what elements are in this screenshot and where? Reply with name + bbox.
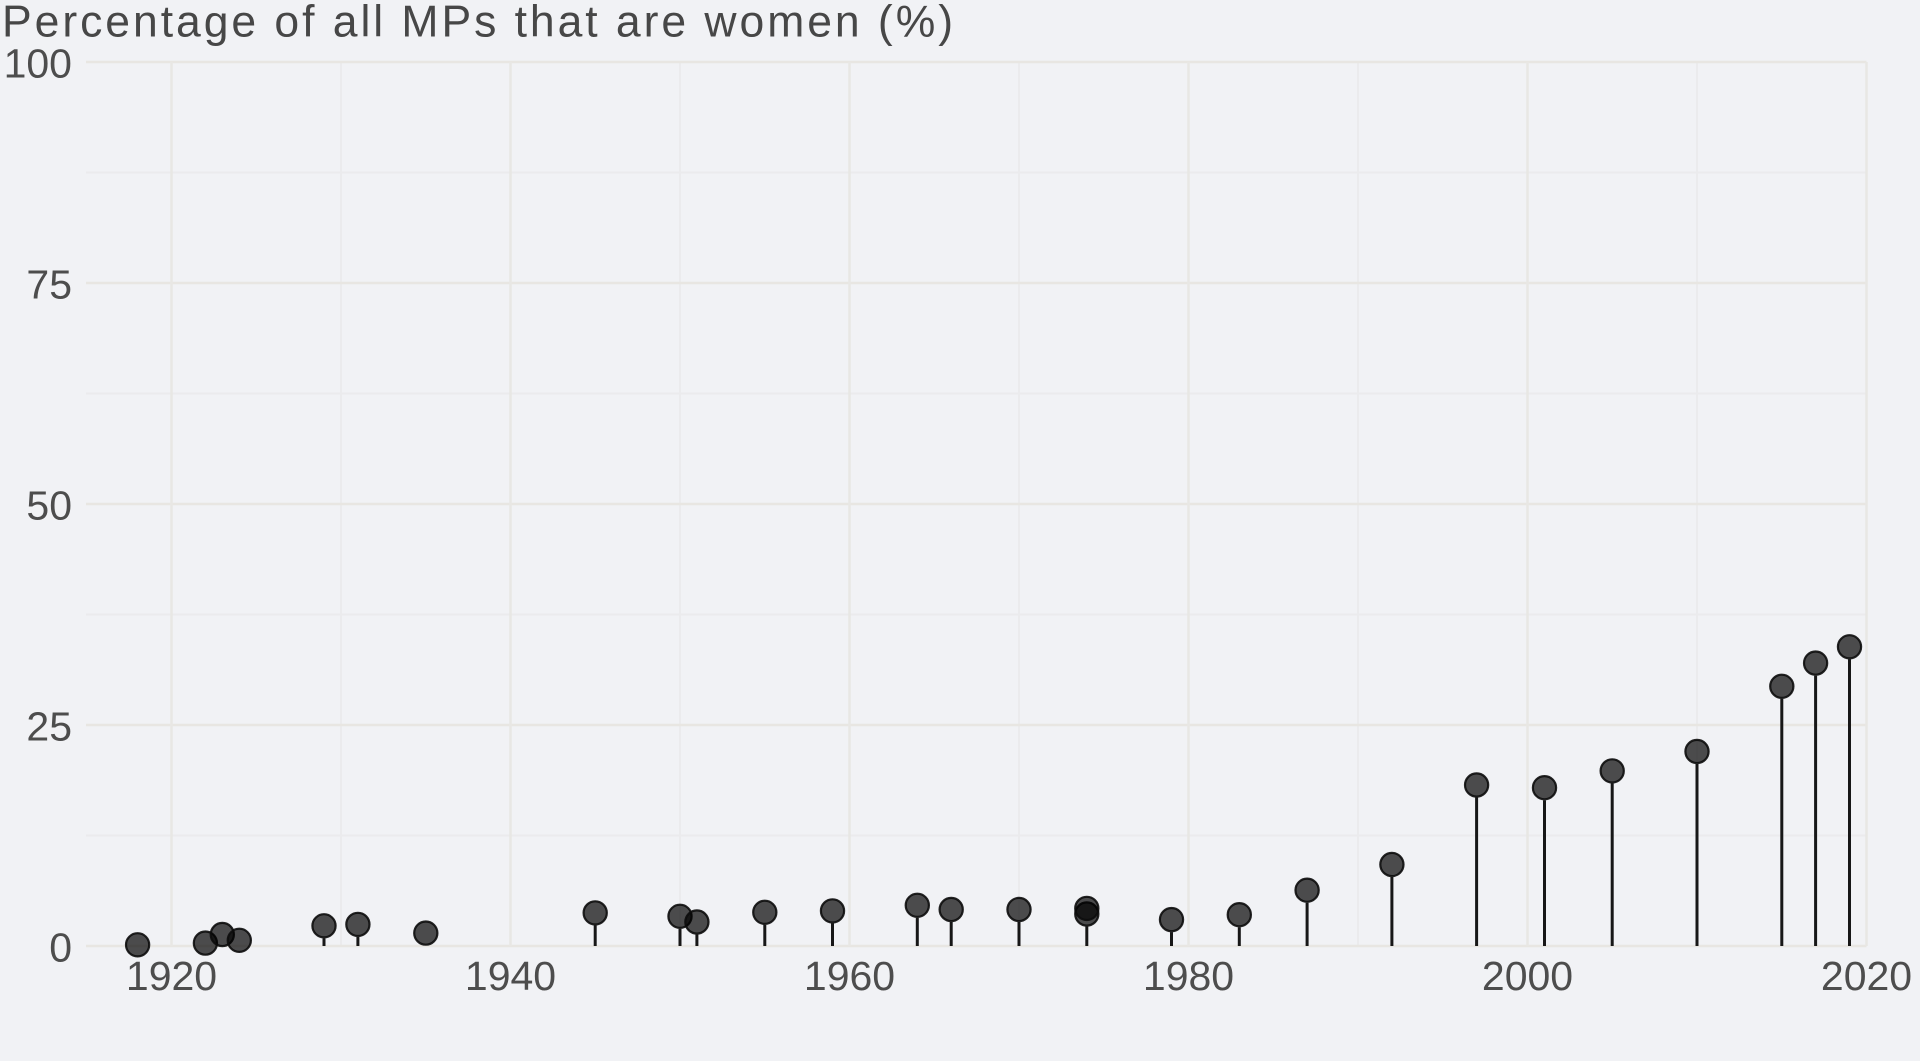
svg-text:2020: 2020: [1821, 953, 1912, 999]
svg-text:1940: 1940: [465, 953, 556, 999]
svg-text:25: 25: [26, 704, 72, 750]
svg-text:Percentage of all MPs that are: Percentage of all MPs that are women (%): [2, 0, 956, 47]
svg-text:75: 75: [26, 262, 72, 308]
svg-text:0: 0: [49, 925, 72, 971]
svg-text:100: 100: [4, 41, 72, 87]
svg-text:1920: 1920: [126, 953, 217, 999]
svg-text:1980: 1980: [1143, 953, 1234, 999]
svg-text:2000: 2000: [1482, 953, 1573, 999]
svg-text:50: 50: [26, 483, 72, 529]
svg-text:1960: 1960: [804, 953, 895, 999]
